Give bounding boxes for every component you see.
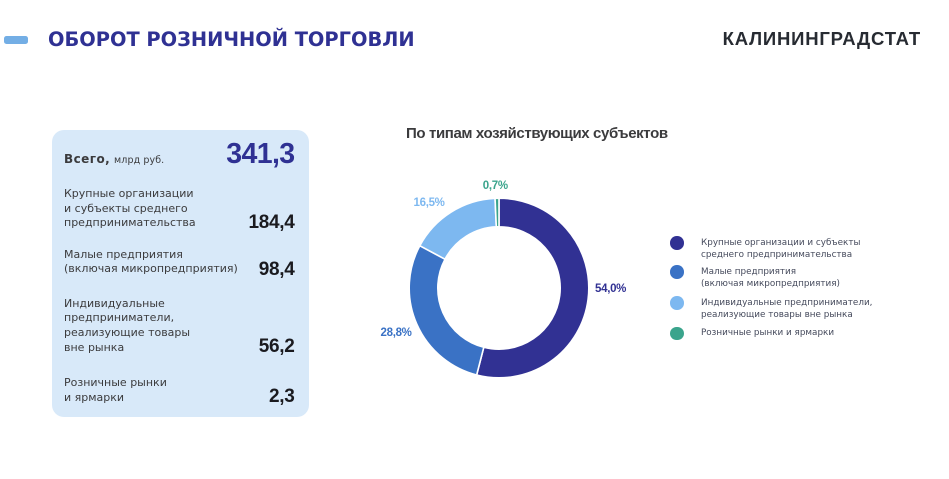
legend-label: Розничные рынки и ярмарки <box>700 328 835 339</box>
title-accent-dash <box>4 36 28 44</box>
total-label-unit: млрд руб. <box>114 154 165 166</box>
brand-logo: КАЛИНИНГРАДСТАТ <box>722 27 921 49</box>
legend-item: Розничные рынки и ярмарки <box>670 326 835 341</box>
total-label: Всего, млрд руб. <box>64 152 164 168</box>
legend-label: Малые предприятия (включая микропредприя… <box>700 266 840 289</box>
donut-chart <box>408 196 590 379</box>
total-label-bold: Всего, <box>64 151 111 166</box>
chart-title: По типам хозяйствующих субъектов <box>406 124 668 142</box>
total-value: 341,3 <box>226 138 295 171</box>
legend-dot <box>670 326 684 341</box>
panel-row-label: Индивидуальные предприниматели, реализую… <box>64 296 191 354</box>
panel-row-label: Крупные организации и субъекты среднего … <box>64 187 196 230</box>
legend-dot <box>670 265 684 279</box>
legend-dot <box>670 236 684 250</box>
slice-percent-label: 54,0% <box>595 282 627 295</box>
donut-slice <box>494 196 500 228</box>
panel-row-value: 56,2 <box>258 335 295 357</box>
donut-slice <box>408 244 485 376</box>
slice-percent-label: 28,8% <box>380 327 412 340</box>
summary-panel <box>52 130 309 417</box>
panel-row-value: 2,3 <box>268 385 295 407</box>
panel-row-label: Розничные рынки и ярмарки <box>64 376 167 404</box>
legend-label: Индивидуальные предприниматели, реализую… <box>700 297 873 320</box>
legend-dot <box>670 296 684 310</box>
donut-slice <box>475 196 590 379</box>
page-title: ОБОРОТ РОЗНИЧНОЙ ТОРГОВЛИ <box>48 28 415 52</box>
panel-row-value: 184,4 <box>248 212 295 233</box>
legend-item: Малые предприятия (включая микропредприя… <box>670 265 840 290</box>
panel-row-label: Малые предприятия (включая микропредприя… <box>64 247 238 276</box>
legend-item: Индивидуальные предприниматели, реализую… <box>670 296 873 321</box>
slice-percent-label: 16,5% <box>413 196 445 209</box>
legend-label: Крупные организации и субъекты среднего … <box>700 237 861 260</box>
legend-item: Крупные организации и субъекты среднего … <box>670 236 861 261</box>
panel-row-value: 98,4 <box>258 259 295 281</box>
slice-percent-label: 0,7% <box>482 180 508 192</box>
